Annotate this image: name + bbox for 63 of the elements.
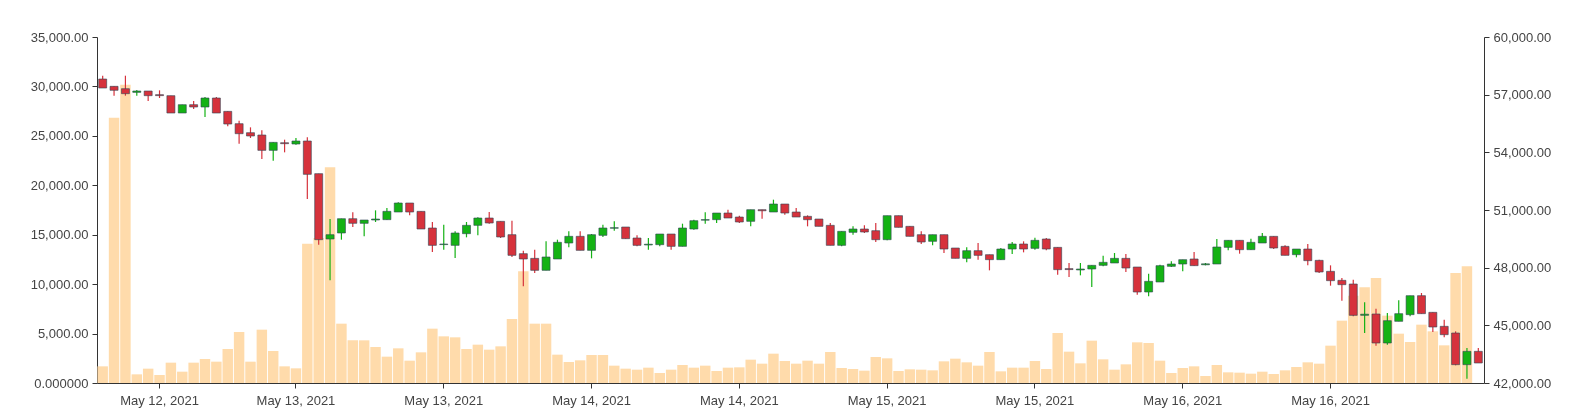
candlestick bbox=[530, 249, 539, 274]
y-tick-label: 10,000.00 bbox=[30, 276, 89, 292]
candlestick bbox=[973, 242, 983, 261]
y-tick-label: 15,000.00 bbox=[30, 227, 89, 243]
y2-tick-label: 51,000.00 bbox=[1493, 202, 1552, 218]
candlestick bbox=[757, 209, 767, 220]
candlestick bbox=[1394, 299, 1404, 322]
candlestick bbox=[234, 120, 244, 145]
candlestick bbox=[575, 230, 585, 251]
x-tick-label: May 12, 2021 bbox=[120, 392, 199, 408]
candlestick bbox=[428, 221, 437, 253]
candlestick bbox=[257, 129, 267, 160]
y-tick-label: 25,000.00 bbox=[30, 128, 89, 144]
candlestick bbox=[121, 75, 130, 97]
candlestick bbox=[871, 222, 881, 243]
candlestick bbox=[1098, 255, 1108, 267]
x-tick-label: May 16, 2021 bbox=[1291, 392, 1370, 408]
candlestick bbox=[1212, 238, 1222, 265]
y-tick-label: 20,000.00 bbox=[30, 177, 89, 193]
candlestick bbox=[825, 222, 835, 246]
y2-tick-label: 48,000.00 bbox=[1493, 260, 1552, 276]
x-tick-label: May 13, 2021 bbox=[256, 392, 336, 408]
candlestick bbox=[507, 220, 517, 258]
candlestick bbox=[200, 96, 210, 118]
candlestick bbox=[109, 85, 119, 97]
candlestick bbox=[1144, 273, 1153, 297]
x-tick-label: May 14, 2021 bbox=[552, 392, 631, 408]
y-tick-label: 30,000.00 bbox=[30, 78, 89, 94]
candlestick bbox=[473, 216, 483, 236]
candlestick bbox=[1405, 295, 1415, 317]
candlestick bbox=[450, 230, 460, 259]
y2-tick-label: 54,000.00 bbox=[1493, 144, 1552, 160]
x-tick-label: May 15, 2021 bbox=[847, 392, 927, 408]
candlestick bbox=[1053, 246, 1062, 276]
candlestick bbox=[1462, 347, 1472, 380]
y-tick-label: 5,000.00 bbox=[37, 326, 89, 342]
candlestick bbox=[268, 141, 278, 162]
candlestick bbox=[1303, 243, 1313, 266]
candlestick bbox=[1121, 253, 1131, 273]
candlestick bbox=[587, 233, 596, 259]
y2-tick-label: 60,000.00 bbox=[1493, 29, 1552, 45]
candlestick bbox=[939, 234, 949, 254]
candlestick bbox=[337, 218, 346, 241]
candlestick bbox=[678, 223, 687, 247]
candlestick bbox=[325, 218, 335, 281]
x-tick-label: May 14, 2021 bbox=[699, 392, 779, 408]
candlestick bbox=[553, 239, 562, 260]
y-tick-label: 0.000000 bbox=[34, 375, 89, 391]
candlestick bbox=[1064, 262, 1074, 278]
candlestick bbox=[1087, 264, 1097, 288]
x-tick-label: May 16, 2021 bbox=[1143, 392, 1223, 408]
y2-tick-label: 42,000.00 bbox=[1493, 375, 1552, 391]
candlestick bbox=[1326, 264, 1335, 287]
candlestick bbox=[541, 240, 551, 271]
candlestick bbox=[519, 250, 528, 287]
candlestick bbox=[1417, 292, 1426, 315]
candlestick bbox=[439, 224, 449, 251]
x-tick-label: May 13, 2021 bbox=[404, 392, 484, 408]
y2-tick-label: 45,000.00 bbox=[1493, 317, 1552, 333]
x-tick-label: May 15, 2021 bbox=[995, 392, 1075, 408]
y-tick-label: 35,000.00 bbox=[30, 29, 89, 45]
candlestick bbox=[1337, 277, 1347, 302]
y2-tick-label: 57,000.00 bbox=[1493, 87, 1552, 103]
